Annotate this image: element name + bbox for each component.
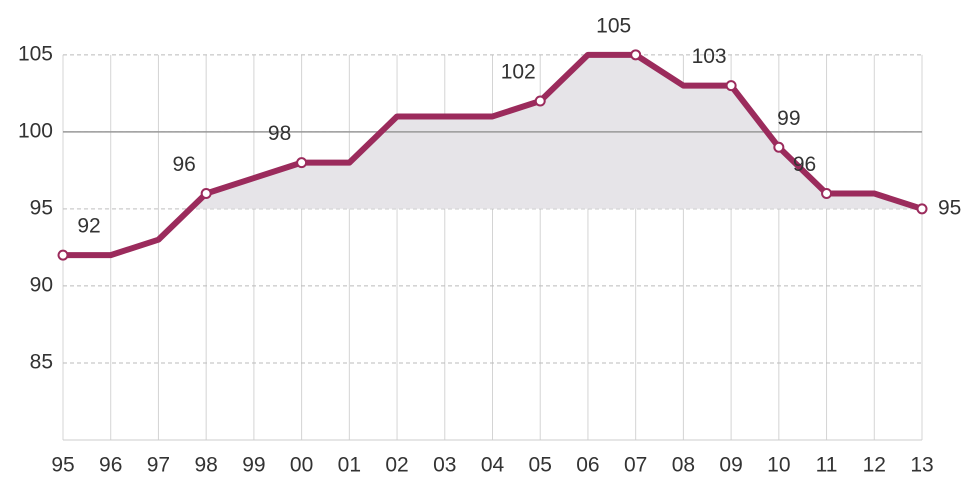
point-marker	[200, 187, 212, 199]
x-tick-label: 04	[481, 454, 505, 477]
x-tick-label: 96	[99, 454, 122, 477]
point-marker	[725, 80, 737, 92]
point-marker	[534, 95, 546, 107]
x-tick-label: 99	[242, 454, 265, 477]
y-tick-label: 95	[30, 196, 53, 219]
x-tick-label: 01	[338, 454, 361, 477]
y-tick-label: 105	[18, 42, 53, 65]
x-tick-label: 03	[433, 454, 456, 477]
x-tick-label: 00	[290, 454, 313, 477]
x-tick-label: 05	[529, 454, 552, 477]
data-label: 98	[268, 122, 291, 145]
point-marker	[630, 49, 642, 61]
data-label: 95	[938, 196, 961, 219]
data-label: 96	[172, 153, 195, 176]
x-tick-label: 09	[719, 454, 742, 477]
y-tick-label: 90	[30, 273, 53, 296]
x-tick-label: 02	[385, 454, 408, 477]
point-marker	[916, 203, 928, 215]
data-label: 92	[77, 215, 100, 238]
data-label: 105	[596, 14, 631, 37]
y-tick-label: 100	[18, 119, 53, 142]
point-marker	[57, 249, 69, 261]
x-tick-label: 08	[672, 454, 695, 477]
x-tick-label: 12	[863, 454, 886, 477]
point-marker	[296, 157, 308, 169]
data-label: 96	[793, 153, 816, 176]
x-tick-label: 95	[51, 454, 74, 477]
point-marker	[773, 141, 785, 153]
x-tick-label: 11	[816, 454, 838, 477]
data-label: 102	[501, 61, 536, 84]
x-tick-label: 13	[910, 454, 933, 477]
x-tick-label: 07	[624, 454, 647, 477]
x-tick-label: 97	[147, 454, 170, 477]
point-marker	[821, 187, 833, 199]
data-label: 99	[777, 107, 800, 130]
data-label: 103	[692, 45, 727, 68]
x-tick-label: 98	[194, 454, 217, 477]
x-tick-label: 10	[767, 454, 790, 477]
x-tick-label: 06	[576, 454, 599, 477]
y-tick-label: 85	[30, 351, 53, 374]
